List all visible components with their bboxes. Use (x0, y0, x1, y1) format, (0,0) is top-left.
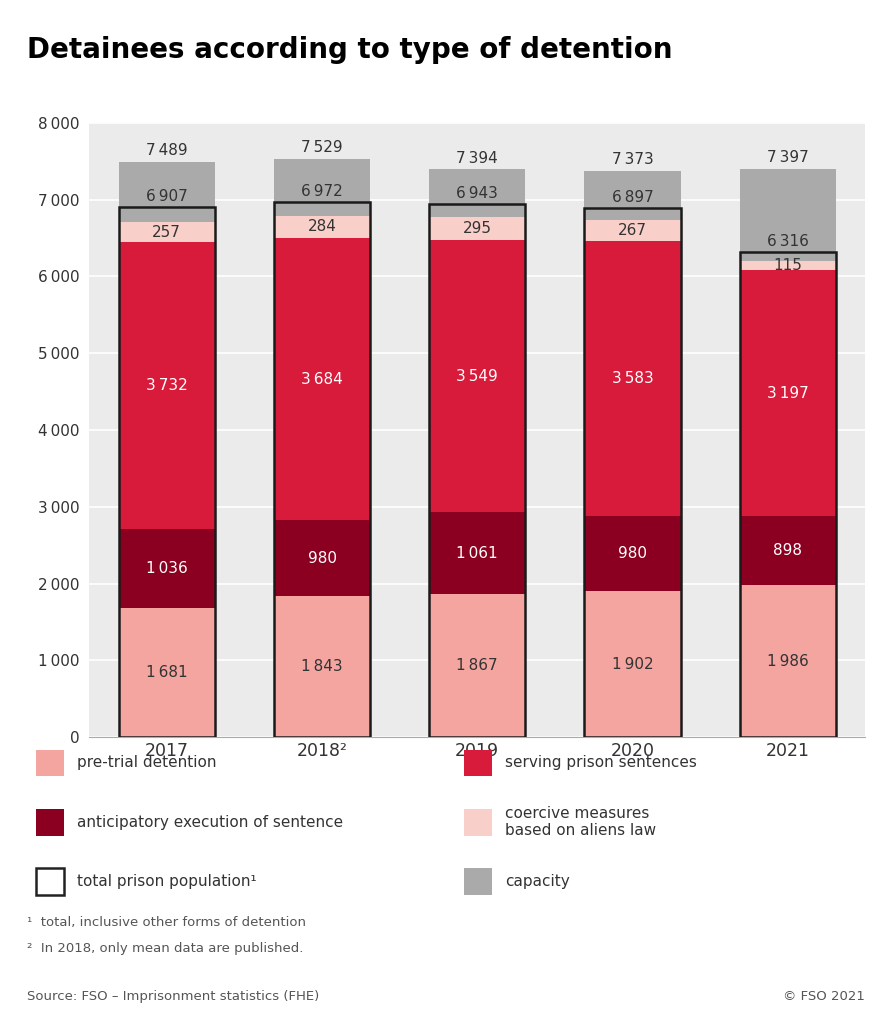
Bar (119, 608, 215, 737)
Bar (274, 202, 370, 737)
Text: 3 549: 3 549 (457, 369, 498, 384)
Text: 3 197: 3 197 (767, 385, 808, 400)
Text: 1 986: 1 986 (767, 653, 808, 669)
Bar (429, 204, 525, 737)
Text: 257: 257 (153, 224, 181, 240)
Bar (274, 216, 370, 238)
Text: 6 897: 6 897 (612, 189, 653, 205)
Bar (584, 220, 681, 241)
Bar (119, 222, 215, 242)
Text: 7 394: 7 394 (457, 151, 498, 166)
Bar (119, 162, 215, 737)
Bar (584, 516, 681, 591)
Text: Source: FSO – Imprisonment statistics (FHE): Source: FSO – Imprisonment statistics (F… (27, 990, 319, 1004)
Text: 1 681: 1 681 (146, 666, 187, 680)
Text: coercive measures
based on aliens law: coercive measures based on aliens law (505, 806, 656, 839)
Text: 1 036: 1 036 (146, 561, 187, 575)
Bar (584, 208, 681, 737)
Bar (739, 516, 836, 585)
Text: 1 867: 1 867 (457, 658, 498, 673)
Text: 898: 898 (773, 543, 802, 558)
Bar (119, 528, 215, 608)
Text: Detainees according to type of detention: Detainees according to type of detention (27, 36, 673, 63)
Text: 980: 980 (618, 546, 647, 561)
Bar (274, 159, 370, 737)
Text: serving prison sentences: serving prison sentences (505, 756, 697, 770)
Bar (274, 238, 370, 520)
Text: 7 373: 7 373 (612, 153, 653, 167)
Text: 1 902: 1 902 (612, 656, 653, 672)
Text: 7 489: 7 489 (146, 143, 187, 159)
Text: 3 583: 3 583 (612, 371, 653, 386)
Bar (274, 520, 370, 596)
Bar (739, 169, 836, 737)
Bar (739, 252, 836, 737)
Text: 7 397: 7 397 (767, 151, 808, 165)
Bar (584, 171, 681, 737)
Text: 3 684: 3 684 (301, 372, 343, 386)
Bar (429, 217, 525, 240)
Text: 980: 980 (308, 551, 336, 565)
Bar (429, 512, 525, 594)
Text: 6 316: 6 316 (767, 234, 808, 249)
Text: 1 843: 1 843 (301, 659, 343, 674)
Text: ¹  total, inclusive other forms of detention: ¹ total, inclusive other forms of detent… (27, 916, 306, 930)
Text: 267: 267 (618, 223, 647, 238)
Text: capacity: capacity (505, 874, 570, 889)
Text: total prison population¹: total prison population¹ (77, 874, 256, 889)
Bar (429, 169, 525, 737)
Text: © FSO 2021: © FSO 2021 (783, 990, 865, 1004)
Text: 6 907: 6 907 (146, 188, 187, 204)
Text: 6 943: 6 943 (457, 186, 498, 201)
Text: ²  In 2018, only mean data are published.: ² In 2018, only mean data are published. (27, 942, 303, 955)
Bar (429, 240, 525, 512)
Text: 115: 115 (773, 258, 802, 273)
Bar (584, 241, 681, 516)
Bar (119, 242, 215, 528)
Text: 6 972: 6 972 (301, 183, 343, 199)
Text: 7 529: 7 529 (301, 140, 343, 156)
Bar (119, 207, 215, 737)
Bar (274, 596, 370, 737)
Text: 3 732: 3 732 (146, 378, 187, 393)
Bar (739, 270, 836, 516)
Text: anticipatory execution of sentence: anticipatory execution of sentence (77, 815, 343, 829)
Bar (429, 594, 525, 737)
Bar (584, 591, 681, 737)
Text: pre-trial detention: pre-trial detention (77, 756, 216, 770)
Bar (739, 585, 836, 737)
Bar (739, 261, 836, 270)
Text: 1 061: 1 061 (457, 546, 498, 561)
Text: 295: 295 (463, 221, 491, 236)
Text: 284: 284 (308, 219, 336, 234)
